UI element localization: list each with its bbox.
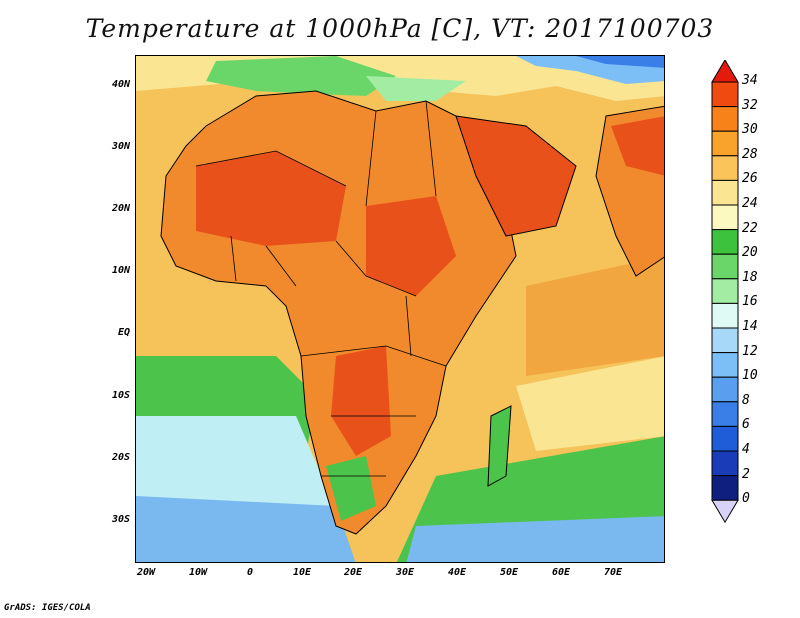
lon-label-30e: 30E [395, 567, 415, 578]
lon-label-20e: 20E [343, 567, 363, 578]
madagascar [487, 405, 512, 487]
colorbar-segment [711, 302, 739, 329]
indian-ocean-yellow [516, 356, 664, 451]
lon-label-50e: 50E [499, 567, 519, 578]
sahel-hot-region [196, 151, 346, 246]
lat-label-30n: 30N [111, 141, 130, 152]
colorbar-label: 8 [742, 392, 750, 408]
colorbar-label: 34 [742, 73, 758, 88]
lon-label-0: 0 [246, 567, 254, 578]
colorbar-label: 6 [742, 417, 750, 433]
colorbar-segment [711, 352, 739, 378]
lat-label-30s: 30S [111, 514, 130, 525]
map-title: Temperature at 1000hPa [C], VT: 20171007… [85, 14, 715, 43]
colorbar-segment [711, 81, 739, 108]
colorbar-label: 16 [742, 294, 758, 310]
arabian-sea-orange [526, 256, 664, 376]
lon-label-40e: 40E [447, 567, 467, 578]
lat-label-20s: 20S [111, 452, 130, 463]
colorbar-label: 26 [742, 171, 758, 187]
colorbar-segment [711, 130, 739, 157]
colorbar-label: 28 [742, 146, 758, 162]
colorbar-label: 12 [742, 343, 758, 359]
colorbar-segment [711, 106, 739, 132]
mediterranean-light-green [366, 76, 466, 101]
colorbar [711, 60, 739, 524]
lat-label-eq: EQ [117, 327, 130, 338]
grads-credit: GrADS: IGES/COLA [4, 603, 91, 613]
colorbar-segment [711, 401, 739, 427]
colorbar-segment [711, 327, 739, 354]
colorbar-segment [711, 376, 739, 403]
colorbar-label: 32 [742, 97, 758, 113]
mediterranean-green [206, 56, 396, 96]
sudan-hot-region [366, 196, 456, 296]
colorbar-bottom-triangle [711, 499, 739, 524]
lon-label-20w: 20W [136, 567, 156, 578]
colorbar-label: 24 [742, 196, 758, 211]
colorbar-label: 14 [742, 319, 758, 334]
lon-label-10e: 10E [292, 567, 312, 578]
lon-label-10w: 10W [188, 567, 208, 578]
lat-label-10n: 10N [111, 265, 130, 276]
central-africa-hot-region [331, 346, 391, 456]
colorbar-segment [711, 278, 739, 304]
south-atlantic-blue [136, 496, 356, 562]
country-borders [195, 100, 447, 477]
colorbar-segment [711, 450, 739, 477]
temperature-map [135, 55, 665, 563]
lon-label-60e: 60E [551, 567, 571, 578]
colorbar-label: 22 [742, 220, 758, 236]
colorbar-label: 10 [742, 368, 758, 384]
colorbar-top-triangle [711, 60, 739, 83]
colorbar-segment [711, 253, 739, 280]
colorbar-label: 18 [742, 269, 758, 285]
map-canvas [136, 56, 664, 562]
arabia-landmass [455, 115, 577, 237]
colorbar-segment [711, 425, 739, 452]
lat-label-10s: 10S [111, 390, 130, 401]
northeast-colder-area [576, 56, 664, 68]
lat-label-20n: 20N [111, 203, 130, 214]
lat-label-40n: 40N [111, 79, 130, 90]
colorbar-segment [711, 179, 739, 206]
colorbar-label: 0 [742, 491, 750, 507]
colorbar-segment [711, 475, 739, 501]
colorbar-segment [711, 155, 739, 181]
colorbar-segment [711, 229, 739, 255]
colorbar-label: 4 [742, 442, 750, 457]
south-africa-green [326, 456, 376, 521]
lon-label-70e: 70E [603, 567, 623, 578]
colorbar-segment [711, 204, 739, 231]
indian-ocean-blue [406, 516, 664, 562]
colorbar-label: 20 [742, 245, 758, 261]
colorbar-label: 30 [742, 122, 758, 138]
colorbar-label: 2 [742, 466, 750, 482]
india-hot-region [611, 116, 664, 176]
